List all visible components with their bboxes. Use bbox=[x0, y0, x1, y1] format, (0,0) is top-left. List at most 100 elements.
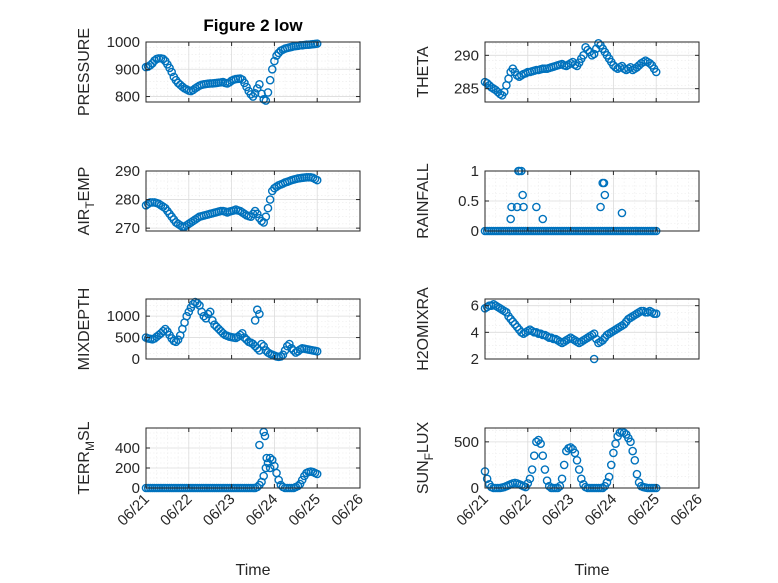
data-point bbox=[261, 463, 271, 473]
data-point bbox=[289, 346, 298, 355]
data-point bbox=[237, 328, 247, 338]
subplot-1: 800 900 1000 PRESSURE bbox=[76, 28, 361, 116]
data-point bbox=[257, 216, 266, 226]
data-point bbox=[525, 474, 535, 484]
axes-frame bbox=[484, 427, 700, 489]
y-tick-label: 6 bbox=[471, 298, 479, 315]
data-point bbox=[265, 463, 275, 473]
x-tick-label: 06/23 bbox=[200, 491, 239, 530]
data-point bbox=[611, 439, 620, 448]
data-point bbox=[570, 448, 580, 458]
data-point bbox=[240, 78, 249, 88]
data-point bbox=[205, 307, 215, 317]
data-point bbox=[246, 90, 256, 99]
data-point bbox=[536, 439, 545, 448]
y-tick-label: 0.5 bbox=[458, 193, 479, 210]
data-point bbox=[259, 471, 269, 481]
y-axis-label: MIXDEPTH bbox=[76, 288, 93, 371]
data-point bbox=[261, 212, 271, 222]
data-point bbox=[250, 316, 260, 325]
data-point bbox=[167, 67, 176, 77]
y-tick-label: 270 bbox=[115, 220, 140, 237]
data-point bbox=[203, 309, 213, 319]
subplot-5: 0 500 1000 MIXDEPTH bbox=[76, 288, 361, 371]
axes-border bbox=[484, 41, 700, 103]
data-point bbox=[542, 476, 552, 485]
data-point bbox=[252, 305, 262, 315]
data-series bbox=[480, 300, 661, 364]
data-point bbox=[609, 448, 618, 458]
data-point bbox=[532, 437, 541, 447]
x-axis-label: Time bbox=[236, 562, 271, 579]
data-point bbox=[507, 202, 516, 212]
data-point bbox=[619, 428, 629, 437]
data-point bbox=[158, 326, 168, 336]
data-point bbox=[651, 67, 661, 77]
data-point bbox=[626, 437, 635, 447]
axes-border bbox=[145, 298, 361, 360]
data-point bbox=[214, 324, 224, 334]
data-point bbox=[262, 453, 271, 463]
data-point bbox=[255, 440, 264, 450]
data-point bbox=[250, 88, 260, 98]
y-tick-label: 900 bbox=[115, 61, 140, 78]
data-point bbox=[248, 339, 258, 349]
data-point bbox=[538, 451, 548, 460]
data-point bbox=[651, 309, 661, 318]
x-tick-label: 06/24 bbox=[582, 491, 621, 530]
data-point bbox=[261, 96, 271, 105]
data-point bbox=[538, 214, 548, 224]
subplot-4: 0 0.5 1 RAINFALL bbox=[415, 163, 700, 240]
data-point bbox=[208, 316, 217, 325]
figure-title: Figure 2 low bbox=[203, 16, 303, 35]
y-tick-label: 4 bbox=[471, 324, 479, 341]
data-point bbox=[557, 474, 567, 484]
data-point bbox=[184, 307, 194, 317]
data-point bbox=[579, 51, 588, 60]
data-point bbox=[193, 298, 202, 308]
data-point bbox=[617, 208, 627, 218]
x-tick-label: 06/25 bbox=[624, 491, 663, 530]
data-point bbox=[276, 352, 286, 361]
data-point bbox=[293, 481, 303, 491]
data-point bbox=[252, 209, 262, 219]
data-point bbox=[600, 190, 610, 200]
axes-border bbox=[484, 427, 700, 489]
data-point bbox=[282, 341, 292, 351]
y-tick-label: 800 bbox=[115, 89, 140, 106]
data-point bbox=[255, 79, 264, 89]
x-tick-label: 06/22 bbox=[496, 491, 535, 530]
data-point bbox=[312, 346, 322, 356]
y-tick-label: 200 bbox=[115, 460, 140, 477]
data-point bbox=[278, 350, 288, 360]
data-point bbox=[566, 443, 575, 452]
data-point bbox=[263, 203, 273, 213]
data-point bbox=[632, 469, 642, 479]
data-point bbox=[259, 218, 269, 227]
y-tick-label: 290 bbox=[115, 163, 140, 180]
data-point bbox=[628, 446, 637, 456]
x-axis-label: Time bbox=[575, 562, 610, 579]
data-point bbox=[519, 202, 528, 212]
data-point bbox=[225, 78, 234, 87]
data-point bbox=[252, 482, 262, 492]
y-tick-label: 1000 bbox=[107, 308, 140, 325]
y-tick-label: 400 bbox=[115, 440, 140, 457]
x-tick-label: 06/23 bbox=[539, 491, 578, 530]
data-point bbox=[606, 460, 616, 470]
data-point bbox=[218, 328, 228, 338]
subplot-2: 285 290 THETA bbox=[415, 39, 700, 103]
axes-frame bbox=[484, 298, 700, 360]
x-tick-label: 06/26 bbox=[667, 491, 706, 530]
y-axis-label: PRESSURE bbox=[76, 28, 93, 116]
data-point bbox=[594, 39, 603, 48]
data-series bbox=[141, 39, 322, 105]
data-point bbox=[182, 311, 191, 321]
subplot-6: 2 4 6 H2OMIXRA bbox=[415, 287, 700, 371]
data-point bbox=[532, 202, 541, 212]
data-point bbox=[263, 88, 273, 97]
data-point bbox=[577, 474, 586, 484]
